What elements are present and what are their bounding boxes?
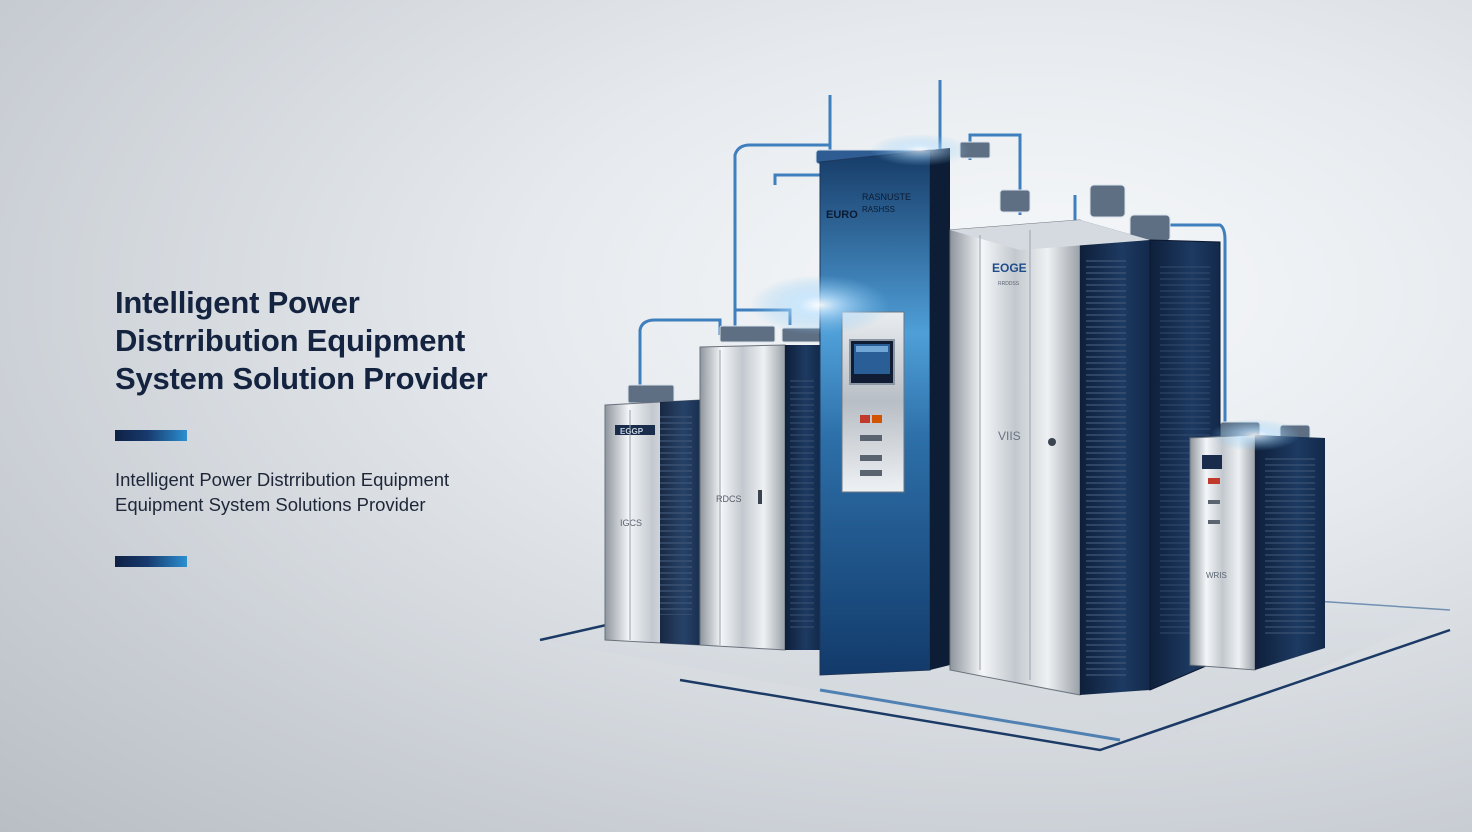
cabinet-main-model-1: RASNUSTE bbox=[862, 192, 911, 202]
light-flare-right bbox=[1210, 419, 1300, 451]
cabinet-mid-left: RDCS bbox=[699, 344, 820, 651]
accent-bar-top bbox=[115, 430, 187, 441]
cabinet-small-left-brand: EGGP bbox=[620, 427, 644, 436]
floor-line-front bbox=[679, 628, 1451, 752]
power-cabinets-illustration: EGGP IGCS RDCS EURO RASNUSTE RASHSS bbox=[539, 80, 1451, 752]
cabinet-main-brand: EURO bbox=[826, 209, 858, 221]
cabinet-center-brand: EOGE bbox=[992, 261, 1027, 275]
cabinet-right-small: WRIS bbox=[1189, 434, 1325, 671]
hero-text-block: Intelligent Power Distrribution Equipmen… bbox=[115, 284, 595, 398]
light-flare-main bbox=[750, 275, 890, 335]
cabinet-center-sub: RRDDSS bbox=[998, 281, 1020, 287]
cabinet-small-left: EGGP IGCS bbox=[604, 399, 701, 646]
headline: Intelligent Power Distrribution Equipmen… bbox=[115, 284, 595, 398]
floor-line-inner bbox=[819, 688, 1121, 742]
pipes bbox=[638, 80, 1227, 445]
tagline-line-2: Equipment System Solutions Provider bbox=[115, 494, 426, 515]
cabinet-right-mark: WRIS bbox=[1206, 571, 1227, 580]
cabinet-center-steel: EOGE RRDDSS VIIS bbox=[949, 219, 1150, 696]
tagline-line-1: Intelligent Power Distrribution Equipmen… bbox=[115, 469, 450, 490]
cabinet-small-left-mark: IGCS bbox=[620, 518, 642, 528]
cabinet-main-blue: EURO RASNUSTE RASHSS bbox=[819, 148, 950, 676]
headline-line-2: Distrribution Equipment bbox=[115, 323, 466, 358]
headline-line-1: Intelligent Power bbox=[115, 285, 360, 320]
cabinet-center-mark: VIIS bbox=[998, 429, 1021, 443]
cabinet-main-model-2: RASHSS bbox=[862, 205, 895, 214]
cabinet-mid-left-mark: RDCS bbox=[716, 494, 742, 504]
tagline: Intelligent Power Distrribution Equipmen… bbox=[115, 467, 449, 517]
headline-line-3: System Solution Provider bbox=[115, 361, 488, 396]
light-flare-top bbox=[870, 134, 970, 166]
accent-bar-bottom bbox=[115, 556, 187, 567]
